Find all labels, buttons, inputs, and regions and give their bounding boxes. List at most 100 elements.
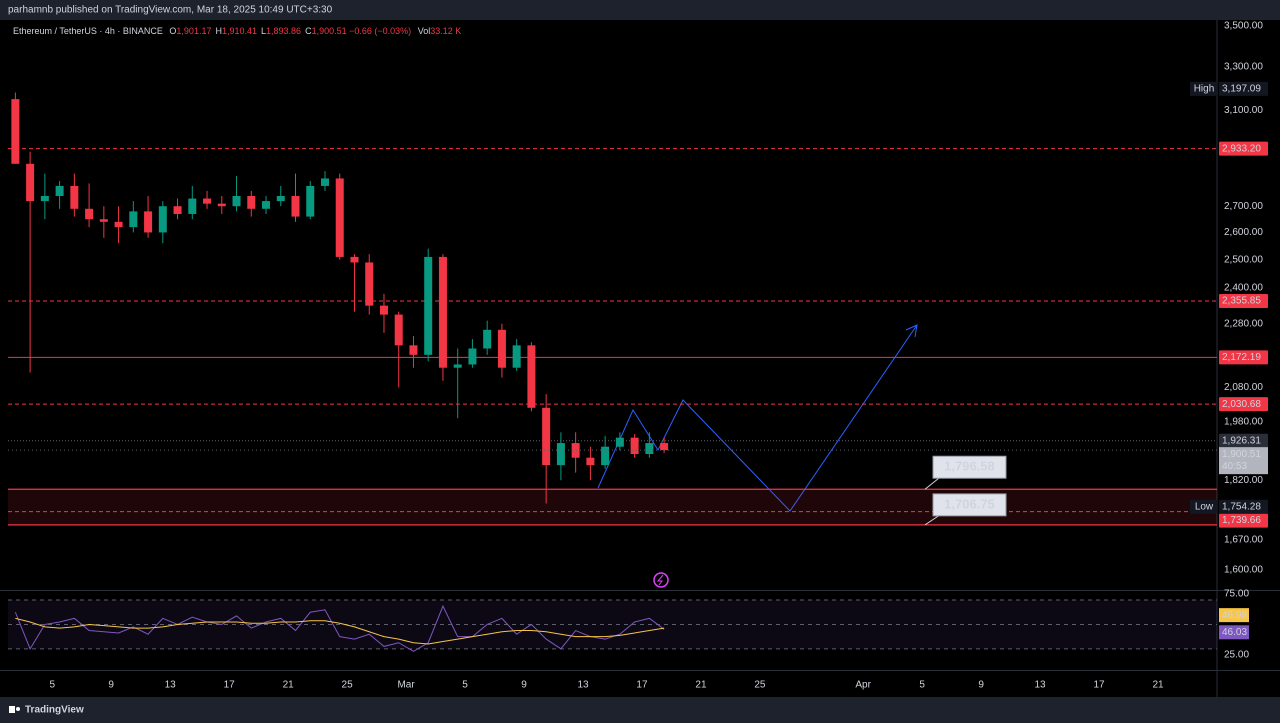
candle-body [188, 198, 197, 214]
candle-body [85, 208, 94, 220]
logo [9, 706, 20, 713]
candle-body [409, 345, 418, 355]
candle-body [424, 256, 433, 355]
hl-tag: Low [1195, 501, 1214, 512]
candle-body [306, 185, 315, 217]
callout-label: 1,706.75 [944, 496, 995, 511]
level-label-bg [1219, 397, 1268, 412]
level-label-bg [1219, 293, 1268, 308]
candle-body [144, 211, 153, 233]
candle-body [615, 437, 624, 447]
x-tick-label: 21 [283, 680, 295, 691]
y-tick-label: 1,670.00 [1224, 535, 1263, 546]
y-tick-label: 3,300.00 [1224, 61, 1263, 72]
last-label: 1,900.51 [1222, 449, 1261, 460]
candle-body [320, 178, 329, 186]
legend-value: 1,900.51 [311, 26, 347, 36]
x-tick-label: 5 [49, 680, 55, 691]
candle-body [394, 314, 403, 346]
candle-body [70, 185, 79, 209]
candle-body [217, 203, 226, 207]
publisher: parhamnb published on TradingView.com, M… [8, 5, 333, 16]
hl-tag-bg [1190, 81, 1218, 96]
candle-body [129, 211, 138, 228]
hl-value: 3,197.09 [1222, 83, 1261, 94]
rsi-last-bg [1219, 608, 1249, 623]
alert-icon [653, 572, 669, 588]
x-tick-label: 9 [521, 680, 527, 691]
level-label-bg [1219, 350, 1268, 365]
candle-body [438, 256, 447, 368]
callout-box [932, 455, 1007, 479]
x-tick-label: 17 [1093, 680, 1105, 691]
brand: TradingView [25, 705, 84, 716]
candle-body [11, 99, 20, 164]
y-tick-label: 1,600.00 [1224, 564, 1263, 575]
x-tick-label: 5 [462, 680, 468, 691]
rsi-line [14, 604, 665, 652]
x-tick-label: 17 [636, 680, 648, 691]
vol-key: Vol [417, 26, 431, 36]
last-label-bg [1219, 447, 1268, 475]
rsi-tick-label: 75.00 [1224, 589, 1249, 600]
rsi-line [15, 617, 665, 645]
candle-body [365, 262, 374, 306]
y-tick-label: 2,500.00 [1224, 254, 1263, 265]
y-tick-label: 2,600.00 [1224, 227, 1263, 238]
legend-value: 1,901.17 [176, 26, 212, 36]
level-label: 1,926.31 [1222, 435, 1261, 446]
candle-body [276, 196, 285, 202]
rsi-last-bg [1219, 625, 1249, 640]
callout-box [932, 493, 1007, 517]
candle-body [26, 163, 35, 202]
projection-arrow [905, 324, 918, 338]
x-tick-label: 9 [978, 680, 984, 691]
x-tick-label: 5 [919, 680, 925, 691]
x-tick-label: 25 [754, 680, 766, 691]
projection [597, 324, 918, 512]
candle-body [173, 206, 182, 214]
legend-key: L [261, 26, 267, 36]
candle-body [350, 256, 359, 263]
top-bar [0, 0, 1280, 20]
candle-body [660, 443, 669, 451]
change: −0.66 (−0.03%) [349, 26, 412, 36]
y-tick-label: 1,980.00 [1224, 416, 1263, 427]
bottom-bar [0, 697, 1280, 723]
candle-body [453, 364, 462, 368]
symbol: Ethereum / TetherUS · 4h · BINANCE [13, 26, 163, 36]
rsi-tick-label: 25.00 [1224, 650, 1249, 661]
vol-value: 33.12 K [430, 26, 462, 36]
callout-label: 1,796.58 [944, 459, 995, 474]
hl-tag: High [1194, 83, 1215, 94]
callout-pointer [924, 476, 941, 490]
level-label-bg [1219, 433, 1268, 448]
level-label-bg [1219, 513, 1268, 528]
y-tick-label: 2,700.00 [1224, 201, 1263, 212]
legend: Ethereum / TetherUS · 4h · BINANCE O1,90… [13, 26, 461, 36]
candle-body [291, 196, 300, 217]
hl-value: 1,754.28 [1222, 501, 1261, 512]
x-tick-label: 13 [1035, 680, 1047, 691]
hl-value-bg [1219, 81, 1268, 96]
candle-body [527, 345, 536, 408]
ohlc: O1,901.17 H1,910.41 L1,893.86 C1,900.51 [165, 26, 346, 36]
candle-body [379, 305, 388, 315]
candle-body [114, 221, 123, 228]
candle-body [542, 407, 551, 466]
countdown: 40:53 [1222, 461, 1247, 472]
zone [8, 489, 1217, 525]
candle-body [40, 196, 49, 202]
x-tick-label: 13 [165, 680, 177, 691]
y-tick-label: 2,280.00 [1224, 318, 1263, 329]
candle-body [247, 196, 256, 209]
x-tick-label: Mar [397, 680, 415, 691]
candle-body [483, 329, 492, 349]
candle-body [262, 201, 271, 209]
rsi-last-label: 46.03 [1222, 627, 1247, 638]
candle-body [512, 345, 521, 368]
level-label: 2,030.68 [1222, 399, 1261, 410]
candle-body [586, 457, 595, 466]
